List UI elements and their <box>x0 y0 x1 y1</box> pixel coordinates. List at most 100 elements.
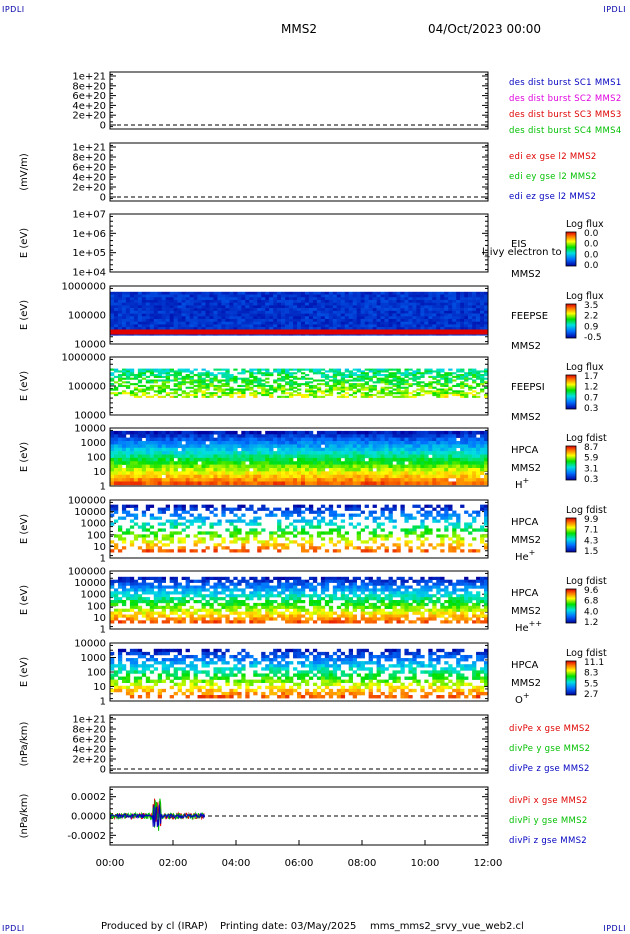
spectrogram-cell <box>400 481 405 486</box>
spectrogram-cell <box>129 430 135 435</box>
spectrogram-cell <box>173 531 178 535</box>
spectrogram-cell <box>412 327 417 331</box>
spectrogram-cell <box>332 308 338 312</box>
spectrogram-cell <box>133 321 139 325</box>
spectrogram-cell <box>320 543 326 547</box>
spectrogram-cell <box>480 525 485 529</box>
spectrogram-cell <box>133 454 139 459</box>
spectrogram-cell <box>233 528 238 532</box>
spectrogram-cell <box>269 388 274 391</box>
spectrogram-cell <box>300 324 306 328</box>
spectrogram-cell <box>476 441 481 445</box>
spectrogram-cell <box>253 481 258 486</box>
spectrogram-cell <box>352 390 357 393</box>
spectrogram-cell <box>153 294 159 298</box>
spectrogram-cell <box>153 534 159 538</box>
spectrogram-cell <box>281 291 286 295</box>
spectrogram-cell <box>137 390 143 393</box>
spectrogram-cell <box>209 324 214 328</box>
colorbar-value: 0.9 <box>584 322 599 332</box>
spectrogram-cell <box>257 321 262 325</box>
spectrogram-cell <box>189 464 194 469</box>
spectrogram-cell <box>480 461 485 465</box>
spectrogram-cell <box>472 379 477 382</box>
spectrogram-cell <box>257 324 262 328</box>
spectrogram-cell <box>360 299 365 303</box>
spectrogram-cell <box>344 461 350 465</box>
spectrogram-cell <box>110 464 115 469</box>
spectrogram-cell <box>285 392 290 395</box>
spectrogram-cell <box>344 374 350 377</box>
spectrogram-cell <box>384 464 389 469</box>
spectrogram-cell <box>277 324 282 328</box>
spectrogram-cell <box>277 370 282 373</box>
spectrogram-cell <box>113 308 119 312</box>
spectrogram-cell <box>185 308 190 312</box>
spectrogram-cell <box>173 370 178 373</box>
spectrogram-cell <box>145 454 151 459</box>
spectrogram-cell <box>165 481 170 486</box>
spectrogram-cell <box>468 430 473 435</box>
spectrogram-cell <box>265 372 270 375</box>
spectrogram-cell <box>221 393 226 397</box>
spectrogram-cell <box>193 540 198 544</box>
spectrogram-cell <box>372 318 377 323</box>
spectrogram-cell <box>177 531 182 535</box>
spectrogram-cell <box>257 467 262 472</box>
spectrogram-cell <box>181 310 186 314</box>
spectrogram-cell <box>173 451 178 455</box>
spectrogram-cell <box>277 374 282 377</box>
y-tick-label: 0 <box>100 121 106 132</box>
spectrogram-cell <box>424 461 429 465</box>
spectrogram-cell <box>332 461 338 465</box>
spectrogram-cell <box>308 481 314 486</box>
spectrogram-cell <box>169 447 174 452</box>
spectrogram-cell <box>297 454 302 459</box>
spectrogram-cell <box>408 471 413 476</box>
spectrogram-cell <box>376 299 381 303</box>
spectrogram-cell <box>125 474 131 479</box>
spectrogram-cell <box>257 522 262 526</box>
spectrogram-cell <box>300 454 306 459</box>
spectrogram-cell <box>293 302 298 306</box>
spectrogram-cell <box>133 457 139 462</box>
spectrogram-cell <box>476 324 481 328</box>
spectrogram-cell <box>281 324 286 328</box>
spectrogram-cell <box>141 327 147 331</box>
spectrogram-cell <box>233 441 238 445</box>
spectrogram-cell <box>380 318 385 323</box>
spectrogram-cell <box>476 374 481 377</box>
spectrogram-cell <box>392 308 397 312</box>
spectrogram-cell <box>125 510 131 514</box>
spectrogram-cell <box>217 390 222 393</box>
spectrogram-cell <box>308 318 314 323</box>
spectrogram-cell <box>157 386 163 389</box>
spectrogram-cell <box>245 474 250 479</box>
spectrogram-cell <box>480 504 485 508</box>
spectrogram-cell <box>368 451 373 455</box>
spectrogram-cell <box>181 474 186 479</box>
spectrogram-cell <box>388 516 393 520</box>
spectrogram-cell <box>468 513 473 517</box>
spectrogram-cell <box>324 384 330 388</box>
spectrogram-cell <box>165 324 170 328</box>
spectrogram-cell <box>161 321 167 325</box>
spectrogram-cell <box>229 386 234 389</box>
spectrogram-cell <box>316 379 322 382</box>
spectrogram-cell <box>328 392 334 395</box>
spectrogram-cell <box>348 461 354 465</box>
spectrogram-cell <box>424 305 429 309</box>
spectrogram-cell <box>348 504 354 508</box>
spectrogram-cell <box>392 464 397 469</box>
spectrogram-cell <box>189 457 194 462</box>
spectrogram-cell <box>113 451 119 455</box>
spectrogram-cell <box>352 374 357 377</box>
spectrogram-cell <box>153 384 159 388</box>
spectrogram-cell <box>376 308 381 312</box>
spectrogram-cell <box>181 528 186 532</box>
spectrogram-cell <box>440 291 445 295</box>
spectrogram-cell <box>233 381 238 384</box>
spectrogram-cell <box>424 549 429 553</box>
spectrogram-cell <box>261 464 266 469</box>
spectrogram-cell <box>332 437 338 442</box>
